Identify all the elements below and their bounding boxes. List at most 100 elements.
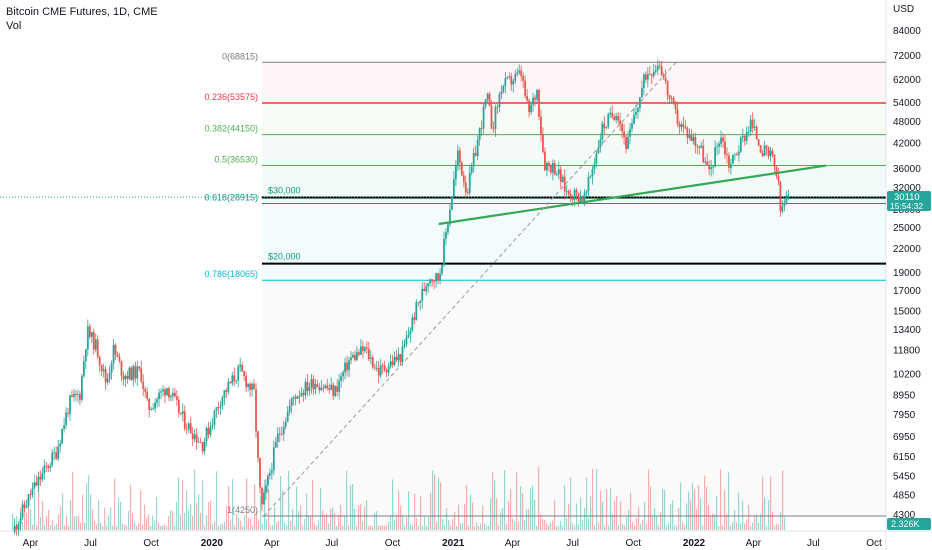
volume-bar [240, 520, 242, 530]
candle-body [158, 392, 160, 400]
candle-body [110, 363, 113, 373]
candle-body [708, 165, 711, 170]
candle-body [162, 389, 164, 392]
candle-body [61, 428, 64, 444]
volume-bar [100, 522, 102, 530]
volume-bar [622, 524, 624, 530]
candle-body [35, 482, 38, 486]
volume-bar [386, 525, 388, 530]
candle-body [219, 405, 222, 408]
candle-body [672, 98, 675, 104]
volume-bar [114, 478, 116, 530]
candle-body [449, 209, 451, 225]
volume-bar [238, 517, 240, 530]
volume-bar [278, 521, 280, 530]
candle-body [391, 361, 394, 365]
candle-body [358, 352, 360, 355]
volume-bar [378, 525, 380, 530]
candle-body [615, 116, 618, 120]
candle-body [274, 442, 277, 448]
volume-bar [186, 490, 188, 530]
candle-body [237, 366, 240, 381]
volume-bar [516, 472, 518, 530]
volume-bar [344, 516, 346, 530]
volume-bar [342, 525, 344, 530]
volume-label[interactable]: Vol [6, 20, 22, 32]
volume-bar [292, 509, 294, 530]
candle-body [356, 352, 358, 361]
candle-body [728, 155, 730, 168]
candle-body [98, 356, 101, 365]
volume-bar [648, 469, 650, 530]
volume-bar [82, 494, 84, 530]
candle-body [575, 189, 578, 193]
volume-bar [526, 509, 528, 530]
volume-bar [350, 484, 352, 530]
volume-bar [448, 520, 450, 530]
volume-bar [288, 470, 290, 530]
y-tick-label: 72000 [893, 51, 921, 62]
volume-bar [224, 521, 226, 530]
volume-bar [294, 525, 296, 530]
volume-bar [410, 524, 412, 530]
volume-bar [470, 494, 472, 530]
candle-body [316, 384, 319, 387]
volume-bar [84, 522, 86, 530]
volume-bar [376, 511, 378, 530]
volume-bar [630, 492, 632, 530]
volume-bar [716, 495, 718, 530]
volume-bar [430, 492, 432, 530]
candle-body [173, 392, 176, 397]
candle-body [678, 124, 681, 128]
last-price-value: 30110 [894, 192, 920, 203]
candle-body [88, 326, 91, 337]
candle-body [534, 97, 536, 100]
volume-bar [268, 489, 270, 530]
volume-bar [74, 516, 76, 530]
candle-body [482, 106, 485, 129]
volume-bar [264, 479, 266, 530]
candle-body [502, 85, 505, 92]
volume-bar [134, 522, 136, 530]
volume-bar [26, 513, 28, 530]
candle-body [476, 139, 479, 157]
fib-band [262, 280, 886, 516]
volume-bar [96, 523, 98, 530]
candle-body [284, 421, 287, 427]
symbol-title[interactable]: Bitcoin CME Futures, 1D, CME [6, 6, 158, 18]
volume-bar [78, 515, 80, 530]
candle-body [720, 137, 722, 144]
volume-bar [772, 511, 774, 530]
candle-body [595, 153, 598, 164]
candle-body [597, 147, 600, 154]
volume-bar [60, 506, 62, 530]
candle-body [603, 123, 606, 129]
candle-body [183, 411, 186, 429]
volume-bar [770, 476, 772, 530]
volume-bar [674, 524, 676, 530]
volume-bar [666, 525, 668, 530]
volume-bar [262, 523, 264, 530]
volume-bar [330, 508, 332, 530]
volume-bar [744, 523, 746, 530]
candle-body [160, 391, 162, 393]
candle-body [181, 411, 184, 414]
candle-body [71, 395, 73, 397]
volume-bar [640, 523, 642, 530]
volume-bar [142, 524, 144, 530]
volume-bar [94, 520, 96, 530]
candle-body [377, 367, 380, 376]
candle-body [203, 441, 206, 452]
candle-body [423, 288, 426, 292]
volume-bar [80, 522, 82, 530]
volume-bar [246, 478, 248, 530]
volume-bar [658, 524, 660, 530]
candle-body [379, 365, 382, 376]
candle-body [257, 431, 259, 458]
volume-bar [172, 511, 174, 530]
candle-body [342, 372, 344, 377]
volume-bar [390, 515, 392, 530]
volume-bar [30, 509, 32, 530]
volume-bar [484, 523, 486, 530]
